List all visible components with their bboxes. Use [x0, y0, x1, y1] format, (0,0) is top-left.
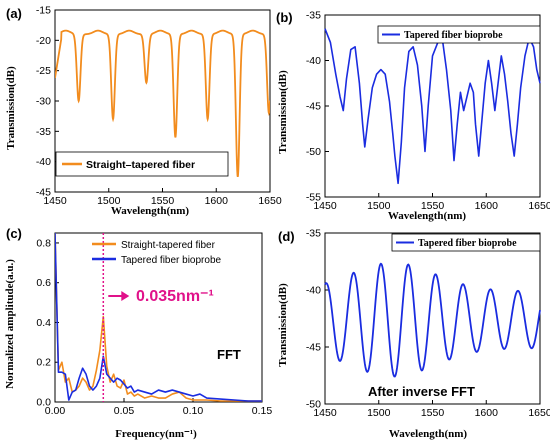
panel-c-legend-label-blue: Tapered fiber bioprobe: [121, 255, 222, 266]
panel-a-ytick-label: -30: [36, 96, 51, 108]
panel-d-ytick-label: -35: [306, 228, 321, 240]
panel-d-xtick-label: 1450: [313, 407, 337, 419]
panel-b-legend: Tapered fiber bioprobe: [377, 25, 541, 44]
panel-b-ytick-label: -45: [306, 101, 321, 113]
panel-a-ytick-label: -15: [36, 5, 51, 17]
panel-c-xtick-label: 0.10: [183, 405, 204, 417]
panel-d-note: After inverse FFT: [368, 384, 475, 399]
panel-a-xtick-label: 1600: [205, 195, 229, 207]
panel-a-xtick-label: 1500: [97, 195, 121, 207]
panel-c: (c) 0.00 0.05 0.10 0.15 0.0 0.2 0.4 0.6 0.8 Norm…: [4, 226, 272, 440]
panel-label-c: (c): [6, 226, 22, 241]
panel-b-legend-label: Tapered fiber bioprobe: [404, 30, 503, 41]
panel-d-frame: [324, 232, 541, 405]
panel-c-axes: 0.00 0.05 0.10 0.15 0.0 0.2 0.4 0.6 0.8: [36, 232, 273, 417]
panel-a-legend: Straight–tapered fiber: [55, 151, 229, 177]
panel-a: (a) 1450 1500 1550 1600 1650 -45 -40 -35 -30 -25 -…: [5, 5, 282, 218]
panel-a-ytick-label: -25: [36, 65, 51, 77]
panel-d-ytick-label: -40: [306, 285, 321, 297]
panel-d-xtick-label: 1600: [475, 407, 499, 419]
panel-a-ylabel: Transmission(dB): [5, 66, 17, 150]
panel-c-ytick-label: 0.6: [36, 277, 51, 289]
panel-b-xtick-label: 1600: [475, 200, 499, 212]
panel-a-xtick-label: 1450: [43, 195, 67, 207]
panel-c-xtick-label: 0.00: [45, 405, 66, 417]
panel-a-xtick-label: 1550: [151, 195, 175, 207]
panel-a-ytick-label: -20: [36, 35, 51, 47]
panel-label-b: (b): [276, 10, 293, 25]
panel-c-legend-label-orange: Straight-tapered fiber: [121, 240, 216, 251]
panel-b-ytick-label: -35: [306, 10, 321, 22]
panel-a-xlabel: Wavelength(nm): [111, 205, 190, 217]
panel-d-xtick-label: 1500: [367, 407, 391, 419]
panel-c-ytick-label: 0.2: [36, 357, 51, 369]
panel-c-ytick-label: 0.8: [36, 237, 51, 249]
panel-b-ytick-label: -40: [306, 55, 321, 67]
panel-c-legend: Straight-tapered fiber Tapered fiber bio…: [92, 240, 222, 266]
panel-b-ylabel: Transmission(dB): [277, 70, 289, 154]
panel-c-marker-label: 0.035nm⁻¹: [136, 288, 214, 305]
panel-b-legend-box: [377, 25, 541, 44]
panel-b-ytick-label: -55: [306, 192, 321, 204]
panel-d-ytick-label: -50: [306, 399, 321, 411]
panel-d-xtick-label: 1650: [528, 407, 550, 419]
panel-a-legend-label: Straight–tapered fiber: [86, 159, 195, 171]
panel-a-series-straight-tapered: [55, 29, 270, 177]
panel-d-axes: 1450 1500 1550 1600 1650 -50 -45 -40 -35: [306, 228, 550, 420]
panel-d-ylabel: Transmission(dB): [277, 283, 289, 367]
panel-c-ytick-label: 0.0: [36, 397, 51, 409]
panel-c-ytick-label: 0.4: [36, 317, 51, 329]
panel-c-frame: [54, 232, 263, 403]
panel-b-axes: 1450 1500 1550 1600 1650 -55 -50 -45 -40 -35: [306, 10, 550, 213]
panel-c-ylabel: Normalized amplitude(a.u.): [4, 259, 16, 389]
panel-d: (d) 1450 1500 1550 1600 1650 -50 -45 -40 -35 Tra…: [277, 228, 550, 441]
panel-a-xtick-label: 1650: [258, 195, 282, 207]
panel-c-xtick-label: 0.05: [114, 405, 135, 417]
panel-d-legend-box: [391, 233, 541, 252]
panel-d-xlabel: Wavelength(nm): [389, 428, 468, 440]
panel-c-xtick-label: 0.15: [252, 405, 273, 417]
panel-b-series-bioprobe: [324, 28, 541, 185]
panel-b-xlabel: Wavelength(nm): [388, 210, 467, 222]
panel-b-xtick-label: 1500: [367, 200, 391, 212]
panel-b-xtick-label: 1550: [421, 200, 445, 212]
panel-label-d: (d): [278, 229, 295, 244]
panel-a-legend-box: [55, 151, 229, 177]
panel-c-fft-label: FFT: [217, 347, 241, 362]
panel-a-ytick-label: -35: [36, 126, 51, 138]
panel-d-xtick-label: 1550: [421, 407, 445, 419]
panel-d-legend-label: Tapered fiber bioprobe: [418, 238, 517, 249]
panel-c-xlabel: Frequency(nm⁻¹): [115, 428, 197, 440]
panel-d-ytick-label: -45: [306, 342, 321, 354]
panel-b-ytick-label: -50: [306, 146, 321, 158]
panel-c-marker-arrow-head: [121, 291, 130, 301]
panel-a-axes: 1450 1500 1550 1600 1650 -45 -40 -35 -30 -25 -20 -1…: [36, 5, 282, 208]
panel-b-xtick-label: 1450: [313, 200, 337, 212]
panel-d-series-bioprobe: [324, 262, 541, 378]
panel-label-a: (a): [6, 6, 22, 21]
panel-b: (b) 1450 1500 1550 1600 1650-55-50-45-40-35 …: [276, 10, 550, 223]
panel-a-ytick-label: -40: [36, 156, 51, 168]
panel-b-xtick-label: 1650: [528, 200, 550, 212]
panel-c-series-bioprobe: [55, 233, 262, 402]
panel-a-ytick-label: -45: [36, 187, 51, 199]
panel-d-legend: Tapered fiber bioprobe: [391, 233, 541, 252]
